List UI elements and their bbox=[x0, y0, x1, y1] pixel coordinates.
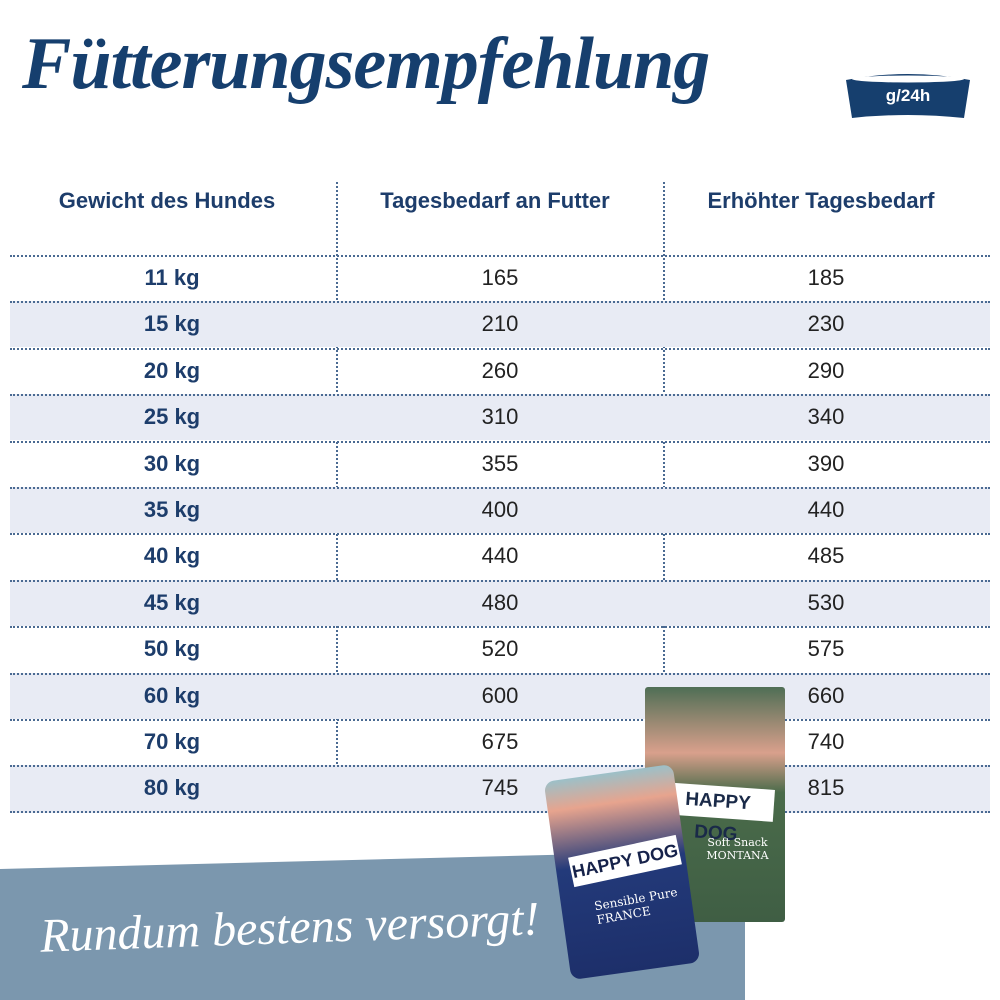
header-increased: Erhöhter Tagesbedarf bbox=[707, 188, 935, 213]
cell-weight: 60 kg bbox=[143, 682, 201, 708]
cell-weight: 40 kg bbox=[143, 543, 201, 569]
cell-increased: 575 bbox=[807, 636, 845, 662]
cell-daily: 440 bbox=[481, 543, 519, 569]
table-row: 45 kg 480 530 bbox=[10, 579, 990, 626]
header-daily: Tagesbedarf an Futter bbox=[380, 188, 610, 213]
cell-daily: 600 bbox=[481, 682, 519, 708]
cell-increased: 185 bbox=[807, 265, 845, 290]
bag-variety: Soft Snack MONTANA bbox=[695, 836, 780, 862]
cell-daily: 165 bbox=[481, 265, 519, 290]
cell-daily: 260 bbox=[481, 357, 519, 383]
table-row: 40 kg 440 485 bbox=[10, 533, 990, 579]
table-row: 60 kg 600 660 bbox=[10, 672, 990, 719]
cell-increased: 660 bbox=[807, 682, 845, 708]
table-row: 11 kg 165 185 bbox=[10, 255, 990, 301]
table-row: 15 kg 210 230 bbox=[10, 301, 990, 348]
cell-increased: 390 bbox=[807, 450, 845, 476]
table-row: 80 kg 745 815 bbox=[10, 765, 990, 814]
cell-daily: 355 bbox=[481, 450, 519, 476]
cell-daily: 210 bbox=[481, 311, 519, 337]
cell-increased: 530 bbox=[807, 589, 845, 615]
cell-increased: 815 bbox=[807, 775, 845, 801]
cell-increased: 290 bbox=[807, 357, 845, 383]
table-row: 35 kg 400 440 bbox=[10, 487, 990, 533]
table-row: 70 kg 675 740 bbox=[10, 719, 990, 765]
cell-increased: 230 bbox=[807, 311, 845, 337]
page-title: Fütterungsempfehlung bbox=[22, 23, 710, 105]
cell-weight: 70 kg bbox=[143, 729, 201, 754]
table-row: 30 kg 355 390 bbox=[10, 440, 990, 487]
bowl-icon bbox=[846, 74, 970, 118]
cell-weight: 15 kg bbox=[143, 311, 201, 337]
table-row: 25 kg 310 340 bbox=[10, 394, 990, 441]
cell-daily: 520 bbox=[481, 636, 519, 662]
cell-daily: 400 bbox=[481, 497, 519, 522]
cell-weight: 50 kg bbox=[143, 636, 201, 662]
cell-weight: 20 kg bbox=[143, 357, 201, 383]
cell-weight: 30 kg bbox=[143, 450, 201, 476]
unit-label: g/24h bbox=[885, 86, 931, 105]
table-row: 50 kg 520 575 bbox=[10, 626, 990, 672]
cell-increased: 485 bbox=[807, 543, 845, 569]
cell-weight: 45 kg bbox=[143, 589, 201, 615]
cell-weight: 25 kg bbox=[143, 404, 201, 430]
cell-weight: 80 kg bbox=[143, 775, 201, 801]
cell-daily: 675 bbox=[481, 729, 519, 754]
cell-increased: 440 bbox=[807, 497, 845, 522]
cell-increased: 740 bbox=[807, 729, 845, 754]
bag-variety-name: MONTANA bbox=[706, 849, 769, 862]
cell-daily: 480 bbox=[481, 589, 519, 615]
cell-weight: 11 kg bbox=[144, 265, 200, 290]
header-weight: Gewicht des Hundes bbox=[58, 188, 276, 213]
table-row: 20 kg 260 290 bbox=[10, 347, 990, 394]
cell-daily: 745 bbox=[481, 775, 519, 801]
cell-weight: 35 kg bbox=[143, 497, 201, 522]
cell-increased: 340 bbox=[807, 404, 845, 430]
cell-daily: 310 bbox=[481, 404, 519, 430]
bag-line: Soft Snack bbox=[707, 836, 768, 849]
